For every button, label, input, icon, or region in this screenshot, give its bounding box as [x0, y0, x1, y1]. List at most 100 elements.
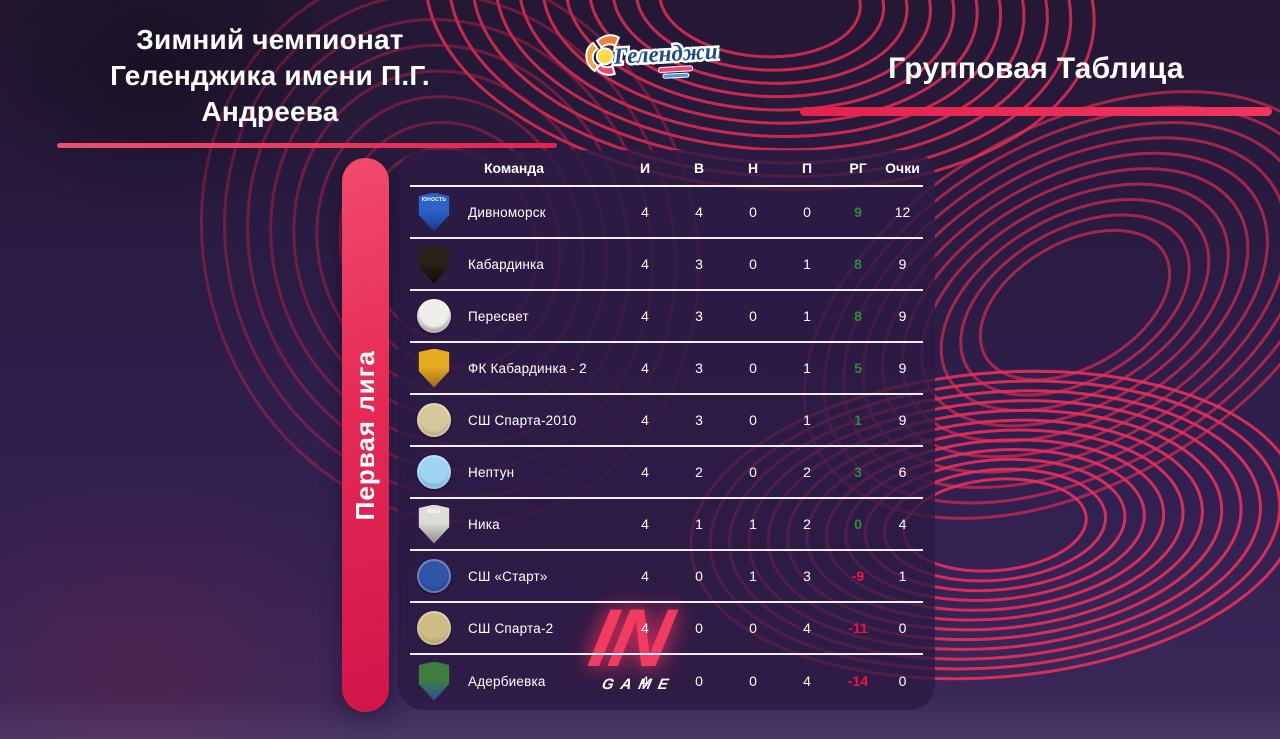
- cell-draws: 1: [749, 568, 757, 584]
- cell-played: 4: [641, 464, 649, 480]
- kabardinka-crest: [418, 244, 450, 284]
- cell-losses: 1: [803, 308, 811, 324]
- cell-draws: 0: [749, 464, 757, 480]
- cell-points: 1: [898, 568, 907, 584]
- cell-losses: 4: [803, 620, 811, 636]
- peresvet-crest: [417, 299, 451, 333]
- cell-points: 9: [898, 360, 907, 376]
- cell-wins: 0: [695, 568, 703, 584]
- cell-losses: 2: [803, 516, 811, 532]
- cell-losses: 1: [803, 360, 811, 376]
- header-cell-5: РГ: [849, 159, 867, 176]
- cell-goal-diff: -9: [851, 568, 865, 584]
- sparta-2-crest: [417, 611, 451, 645]
- team-name: Ника: [468, 516, 500, 532]
- team-name: ФК Кабардинка - 2: [468, 360, 587, 376]
- cell-draws: 0: [749, 620, 757, 636]
- gelendzhik-script-text: Геленджик: [612, 38, 721, 69]
- gelendzhik-city-logo: Геленджик: [578, 20, 734, 95]
- team-name: Пересвет: [468, 308, 529, 324]
- table-body: ЮНОСТЬ Дивноморск 4 4 0 0 9 12 Кабардинк…: [398, 187, 935, 707]
- standings-panel: IN GAME Команда И В Н П РГ Очки ЮНОСТЬ Дивномо…: [398, 150, 935, 710]
- cell-losses: 2: [803, 464, 811, 480]
- cell-wins: 0: [695, 620, 703, 636]
- cell-played: 4: [641, 673, 649, 689]
- cell-played: 4: [641, 360, 649, 376]
- table-row: Нептун 4 2 0 2 3 6: [410, 447, 923, 499]
- cell-draws: 0: [749, 204, 757, 220]
- top-left-vignette: [0, 0, 360, 220]
- cell-losses: 3: [803, 568, 811, 584]
- cell-goal-diff: 0: [854, 516, 862, 532]
- cell-losses: 4: [803, 673, 811, 689]
- league-pill: Первая лига: [342, 158, 389, 712]
- shell-fan-icon: [585, 34, 621, 76]
- table-row: СШ «Старт» 4 0 1 3 -9 1: [410, 551, 923, 603]
- team-name: СШ «Старт»: [468, 568, 548, 584]
- nika-crest: NIKA: [418, 504, 450, 544]
- header-cell-1: И: [639, 159, 651, 176]
- bottom-left-glow: [0, 459, 400, 739]
- cell-draws: 1: [749, 516, 757, 532]
- team-name: Дивноморск: [468, 204, 546, 220]
- table-row: Адербиевка 4 0 0 4 -14 0: [410, 655, 923, 707]
- cell-points: 4: [898, 516, 907, 532]
- cell-losses: 1: [803, 412, 811, 428]
- cell-draws: 0: [749, 308, 757, 324]
- cell-points: 0: [898, 673, 907, 689]
- cell-wins: 3: [695, 256, 703, 272]
- cell-played: 4: [641, 204, 649, 220]
- logo-ribbon: [658, 65, 694, 79]
- header-cell-2: В: [693, 159, 705, 176]
- neptun-crest: [417, 455, 451, 489]
- crest-label: NIKA: [427, 508, 441, 515]
- cell-wins: 0: [695, 673, 703, 689]
- cell-played: 4: [641, 516, 649, 532]
- cell-points: 9: [898, 412, 907, 428]
- team-name: Адербиевка: [468, 673, 546, 689]
- cell-goal-diff: -11: [848, 620, 868, 636]
- team-name: Нептун: [468, 464, 515, 480]
- cell-points: 9: [898, 256, 907, 272]
- team-name: Кабардинка: [468, 256, 545, 272]
- cell-goal-diff: 9: [854, 204, 862, 220]
- cell-draws: 0: [749, 412, 757, 428]
- cell-losses: 0: [803, 204, 811, 220]
- header-cell-3: Н: [747, 159, 759, 176]
- cell-wins: 3: [695, 308, 703, 324]
- cell-losses: 1: [803, 256, 811, 272]
- cell-draws: 0: [749, 360, 757, 376]
- header-cell-6: Очки: [885, 159, 920, 176]
- header-cell-0: Команда: [484, 159, 544, 176]
- cell-wins: 2: [695, 464, 703, 480]
- table-row: ЮНОСТЬ Дивноморск 4 4 0 0 9 12: [410, 187, 923, 239]
- cell-wins: 4: [695, 204, 703, 220]
- cell-points: 6: [898, 464, 907, 480]
- header-cell-4: П: [801, 159, 813, 176]
- table-header: Команда И В Н П РГ Очки: [410, 150, 923, 187]
- cell-goal-diff: 3: [854, 464, 862, 480]
- standings-table: Команда И В Н П РГ Очки ЮНОСТЬ Дивноморск 4 4 …: [398, 150, 935, 707]
- cell-wins: 3: [695, 360, 703, 376]
- cell-points: 9: [898, 308, 907, 324]
- title-underline: [800, 107, 1272, 116]
- cell-played: 4: [641, 256, 649, 272]
- cell-played: 4: [641, 412, 649, 428]
- start-crest: [417, 559, 451, 593]
- cell-draws: 0: [749, 673, 757, 689]
- cell-points: 0: [898, 620, 907, 636]
- left-accent-line: [57, 143, 557, 148]
- table-row: NIKA Ника 4 1 1 2 0 4: [410, 499, 923, 551]
- fk-kabardinka-2-crest: [418, 348, 450, 388]
- table-row: Пересвет 4 3 0 1 8 9: [410, 291, 923, 343]
- crest-label: ЮНОСТЬ: [421, 196, 447, 203]
- divnomorsk-yunost-crest: ЮНОСТЬ: [418, 192, 450, 232]
- cell-goal-diff: -14: [847, 673, 869, 689]
- table-row: СШ Спарта-2010 4 3 0 1 1 9: [410, 395, 923, 447]
- cell-wins: 1: [695, 516, 703, 532]
- cell-goal-diff: 8: [854, 256, 862, 272]
- table-row: ФК Кабардинка - 2 4 3 0 1 5 9: [410, 343, 923, 395]
- cell-played: 4: [641, 568, 649, 584]
- cell-played: 4: [641, 620, 649, 636]
